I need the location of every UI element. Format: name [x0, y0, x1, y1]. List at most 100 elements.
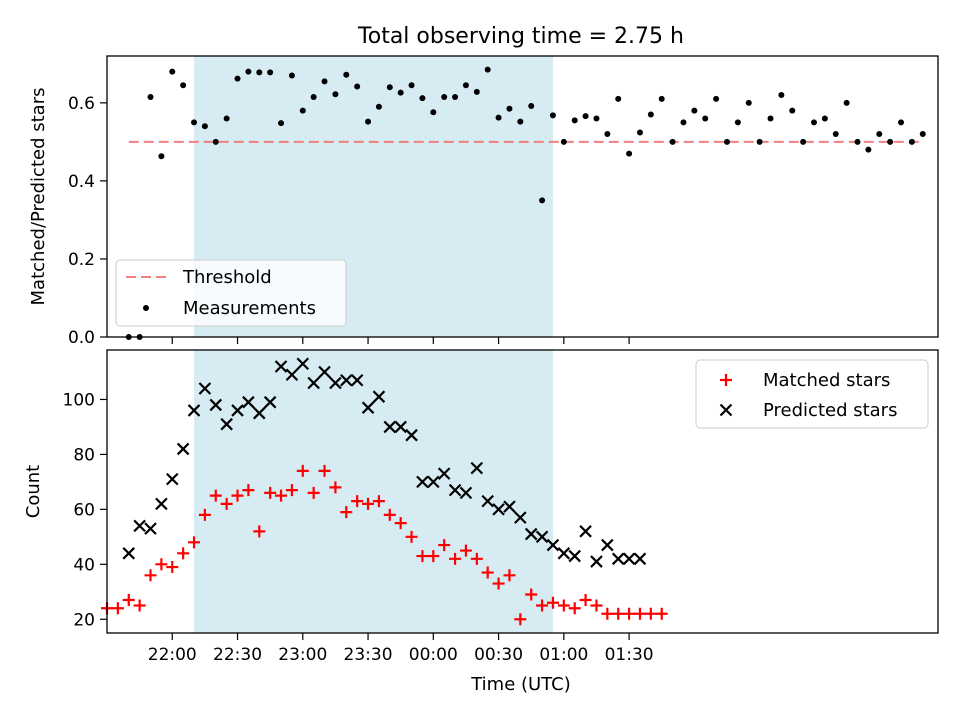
- measurement-point: [604, 131, 611, 138]
- measurement-point: [462, 82, 469, 89]
- measurement-point: [332, 91, 339, 98]
- x-tick-label: 01:00: [539, 645, 588, 665]
- matched-star-point: [362, 497, 375, 510]
- predicted-star-point: [144, 522, 157, 535]
- predicted-star-point: [579, 525, 592, 538]
- predicted-star-point: [176, 442, 190, 456]
- predicted-star-point: [481, 494, 494, 508]
- measurement-point: [702, 115, 709, 122]
- measurement-point: [245, 68, 252, 75]
- bottom-y-tick-label: 100: [63, 390, 95, 410]
- bottom-y-tick-label: 60: [73, 500, 95, 520]
- measurement-point: [365, 118, 372, 125]
- predicted-star-point: [557, 547, 571, 560]
- measurement-point: [147, 93, 154, 100]
- top-y-axis-label: Matched/Predicted stars: [28, 88, 49, 306]
- measurement-point: [734, 119, 741, 126]
- measurement-point: [876, 131, 883, 138]
- measurement-point: [484, 66, 491, 73]
- predicted-star-point: [394, 420, 407, 434]
- measurement-point: [343, 71, 350, 78]
- measurement-point: [430, 109, 437, 116]
- measurement-point: [680, 119, 687, 126]
- measurement-point: [397, 89, 404, 96]
- x-tick-label: 00:00: [409, 645, 458, 665]
- measurement-point: [256, 69, 263, 76]
- predicted-star-point: [590, 555, 603, 568]
- matched-star-point: [296, 464, 309, 477]
- measurement-point: [865, 146, 872, 153]
- measurement-point: [811, 119, 818, 126]
- top-y-tick-label: 0.4: [68, 172, 95, 192]
- predicted-star-point: [155, 497, 168, 511]
- measurement-point: [267, 69, 274, 76]
- predicted-star-point: [242, 395, 255, 409]
- predicted-star-point: [470, 461, 484, 475]
- predicted-star-point: [514, 511, 527, 524]
- matched-star-point: [144, 569, 157, 582]
- x-tick-label: 23:00: [278, 645, 327, 665]
- predicted-star-point: [263, 395, 277, 409]
- matched-star-point: [329, 481, 342, 494]
- measurement-point: [593, 115, 600, 122]
- matched-star-point: [449, 552, 462, 565]
- measurement-point: [169, 68, 176, 75]
- predicted-star-point: [503, 500, 516, 513]
- matched-star-point: [351, 495, 364, 508]
- measurement-point: [898, 119, 905, 126]
- measurement-point: [887, 138, 894, 145]
- matched-star-point: [492, 577, 505, 590]
- measurement-point: [223, 115, 230, 122]
- predicted-star-point: [252, 406, 266, 420]
- matched-star-point: [633, 607, 646, 620]
- measurement-point: [669, 138, 676, 145]
- matched-star-point: [264, 486, 277, 499]
- matched-star-point: [220, 497, 233, 510]
- matched-star-point: [166, 561, 179, 574]
- predicted-star-point: [405, 428, 418, 442]
- matched-star-point: [340, 506, 353, 519]
- matched-star-point: [231, 489, 244, 502]
- bottom-panel: 20 40 60 80 100 22:00 22:30 23:00 23:30 00:00 00:3…: [23, 349, 939, 665]
- top-chart-title: Total observing time = 2.75 h: [357, 24, 684, 49]
- measurement-point: [212, 138, 219, 145]
- predicted-star-point: [633, 552, 647, 566]
- measurement-point: [560, 138, 567, 145]
- measurement-point: [288, 72, 295, 79]
- predicted-star-point: [372, 390, 386, 403]
- measurement-point: [321, 78, 328, 85]
- predicted-star-point: [165, 472, 179, 486]
- measurement-point: [756, 138, 763, 145]
- matched-star-point: [644, 607, 657, 620]
- matched-star-point: [459, 544, 472, 557]
- x-tick-label: 22:30: [213, 645, 262, 665]
- legend-predicted-swatch: [719, 403, 733, 417]
- matched-star-point: [623, 607, 636, 620]
- predicted-star-point: [209, 398, 223, 412]
- measurement-point: [832, 131, 839, 138]
- legend-matched-label: Matched stars: [763, 370, 890, 391]
- top-y-tick-label: 0.2: [68, 250, 95, 270]
- predicted-star-point: [318, 365, 331, 379]
- measurement-point: [789, 107, 796, 114]
- predicted-star-point: [133, 519, 146, 533]
- measurement-point: [517, 118, 524, 125]
- measurement-point: [180, 82, 187, 89]
- matched-star-point: [655, 607, 668, 620]
- measurement-point: [234, 75, 241, 82]
- matched-star-point: [557, 599, 570, 612]
- measurement-point: [191, 119, 198, 126]
- measurement-point: [506, 105, 513, 112]
- predicted-star-point: [611, 552, 625, 566]
- matched-star-point: [209, 489, 222, 502]
- measurement-point: [647, 111, 654, 118]
- measurement-point: [299, 107, 306, 114]
- matched-star-point: [514, 613, 527, 626]
- measurement-point: [800, 138, 807, 145]
- x-axis-label: Time (UTC): [470, 674, 571, 695]
- measurement-point: [658, 95, 665, 102]
- measurement-point: [278, 120, 285, 127]
- predicted-star-point: [622, 552, 636, 566]
- matched-star-point: [536, 599, 549, 612]
- predicted-star-point: [416, 475, 429, 489]
